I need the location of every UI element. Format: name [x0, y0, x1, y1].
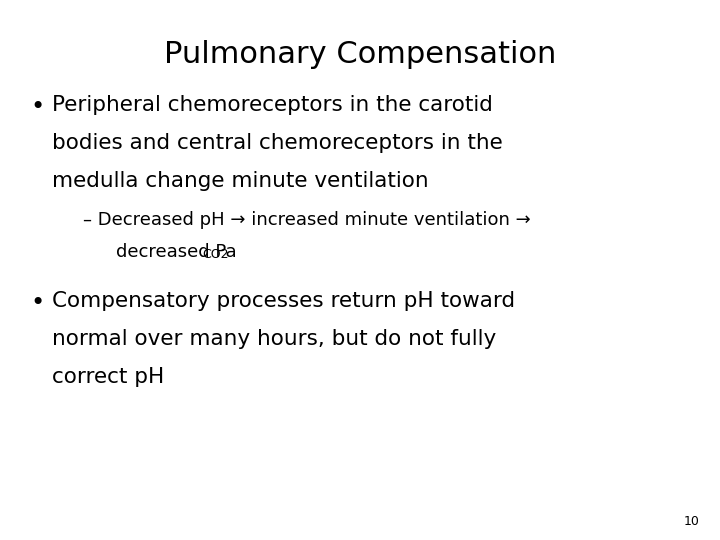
Text: Peripheral chemoreceptors in the carotid: Peripheral chemoreceptors in the carotid: [52, 95, 493, 115]
Text: Pulmonary Compensation: Pulmonary Compensation: [164, 40, 556, 69]
Text: medulla change minute ventilation: medulla change minute ventilation: [52, 171, 428, 191]
Text: bodies and central chemoreceptors in the: bodies and central chemoreceptors in the: [52, 133, 503, 153]
Text: Compensatory processes return pH toward: Compensatory processes return pH toward: [52, 291, 515, 311]
Text: 10: 10: [684, 515, 700, 528]
Text: •: •: [30, 291, 44, 315]
Text: normal over many hours, but do not fully: normal over many hours, but do not fully: [52, 329, 496, 349]
Text: decreased Pa: decreased Pa: [93, 244, 237, 261]
Text: – Decreased pH → increased minute ventilation →: – Decreased pH → increased minute ventil…: [83, 211, 531, 229]
Text: •: •: [30, 95, 44, 119]
Text: CO2: CO2: [202, 248, 228, 261]
Text: correct pH: correct pH: [52, 367, 164, 387]
